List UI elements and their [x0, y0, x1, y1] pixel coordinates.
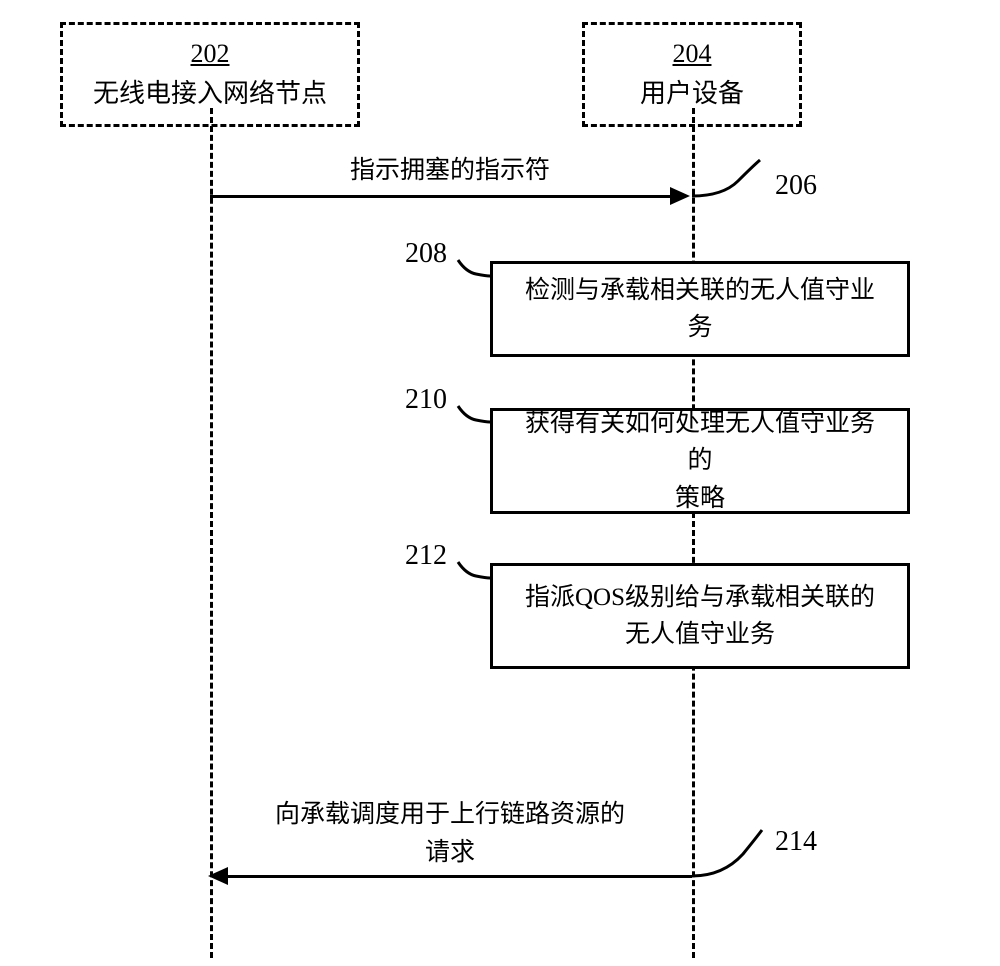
step-212-num: 212	[405, 540, 447, 572]
step-210: 获得有关如何处理无人值守业务的策略	[490, 408, 910, 514]
step-212-text: 指派QOS级别给与承载相关联的无人值守业务	[525, 579, 875, 654]
actor-right-label: 用户设备	[640, 79, 744, 108]
actor-left-id: 202	[83, 39, 337, 69]
step-208-num: 208	[405, 238, 447, 270]
msg1-curve	[688, 156, 768, 206]
step-212-curve	[456, 560, 506, 600]
sequence-diagram: 202 无线电接入网络节点 204 用户设备 指示拥塞的指示符 206 检测与承…	[0, 0, 1000, 966]
msg1-arrow	[210, 195, 672, 198]
msg2-text: 向承载调度用于上行链路资源的请求	[270, 796, 630, 871]
msg1-arrowhead	[670, 187, 690, 205]
actor-right-id: 204	[605, 39, 779, 69]
step-208: 检测与承载相关联的无人值守业务	[490, 261, 910, 357]
step-212: 指派QOS级别给与承载相关联的无人值守业务	[490, 563, 910, 669]
actor-left-label: 无线电接入网络节点	[93, 79, 327, 108]
msg2-arrow	[226, 875, 692, 878]
msg2-arrowhead	[208, 867, 228, 885]
msg1-text: 指示拥塞的指示符	[320, 152, 580, 190]
step-210-curve	[456, 404, 506, 444]
msg1-num: 206	[775, 170, 817, 202]
msg2-num: 214	[775, 826, 817, 858]
lifeline-left	[210, 108, 213, 958]
step-210-num: 210	[405, 384, 447, 416]
step-208-curve	[456, 258, 506, 298]
step-210-text: 获得有关如何处理无人值守业务的策略	[513, 405, 887, 518]
msg2-curve	[688, 824, 768, 884]
step-208-text: 检测与承载相关联的无人值守业务	[513, 272, 887, 347]
